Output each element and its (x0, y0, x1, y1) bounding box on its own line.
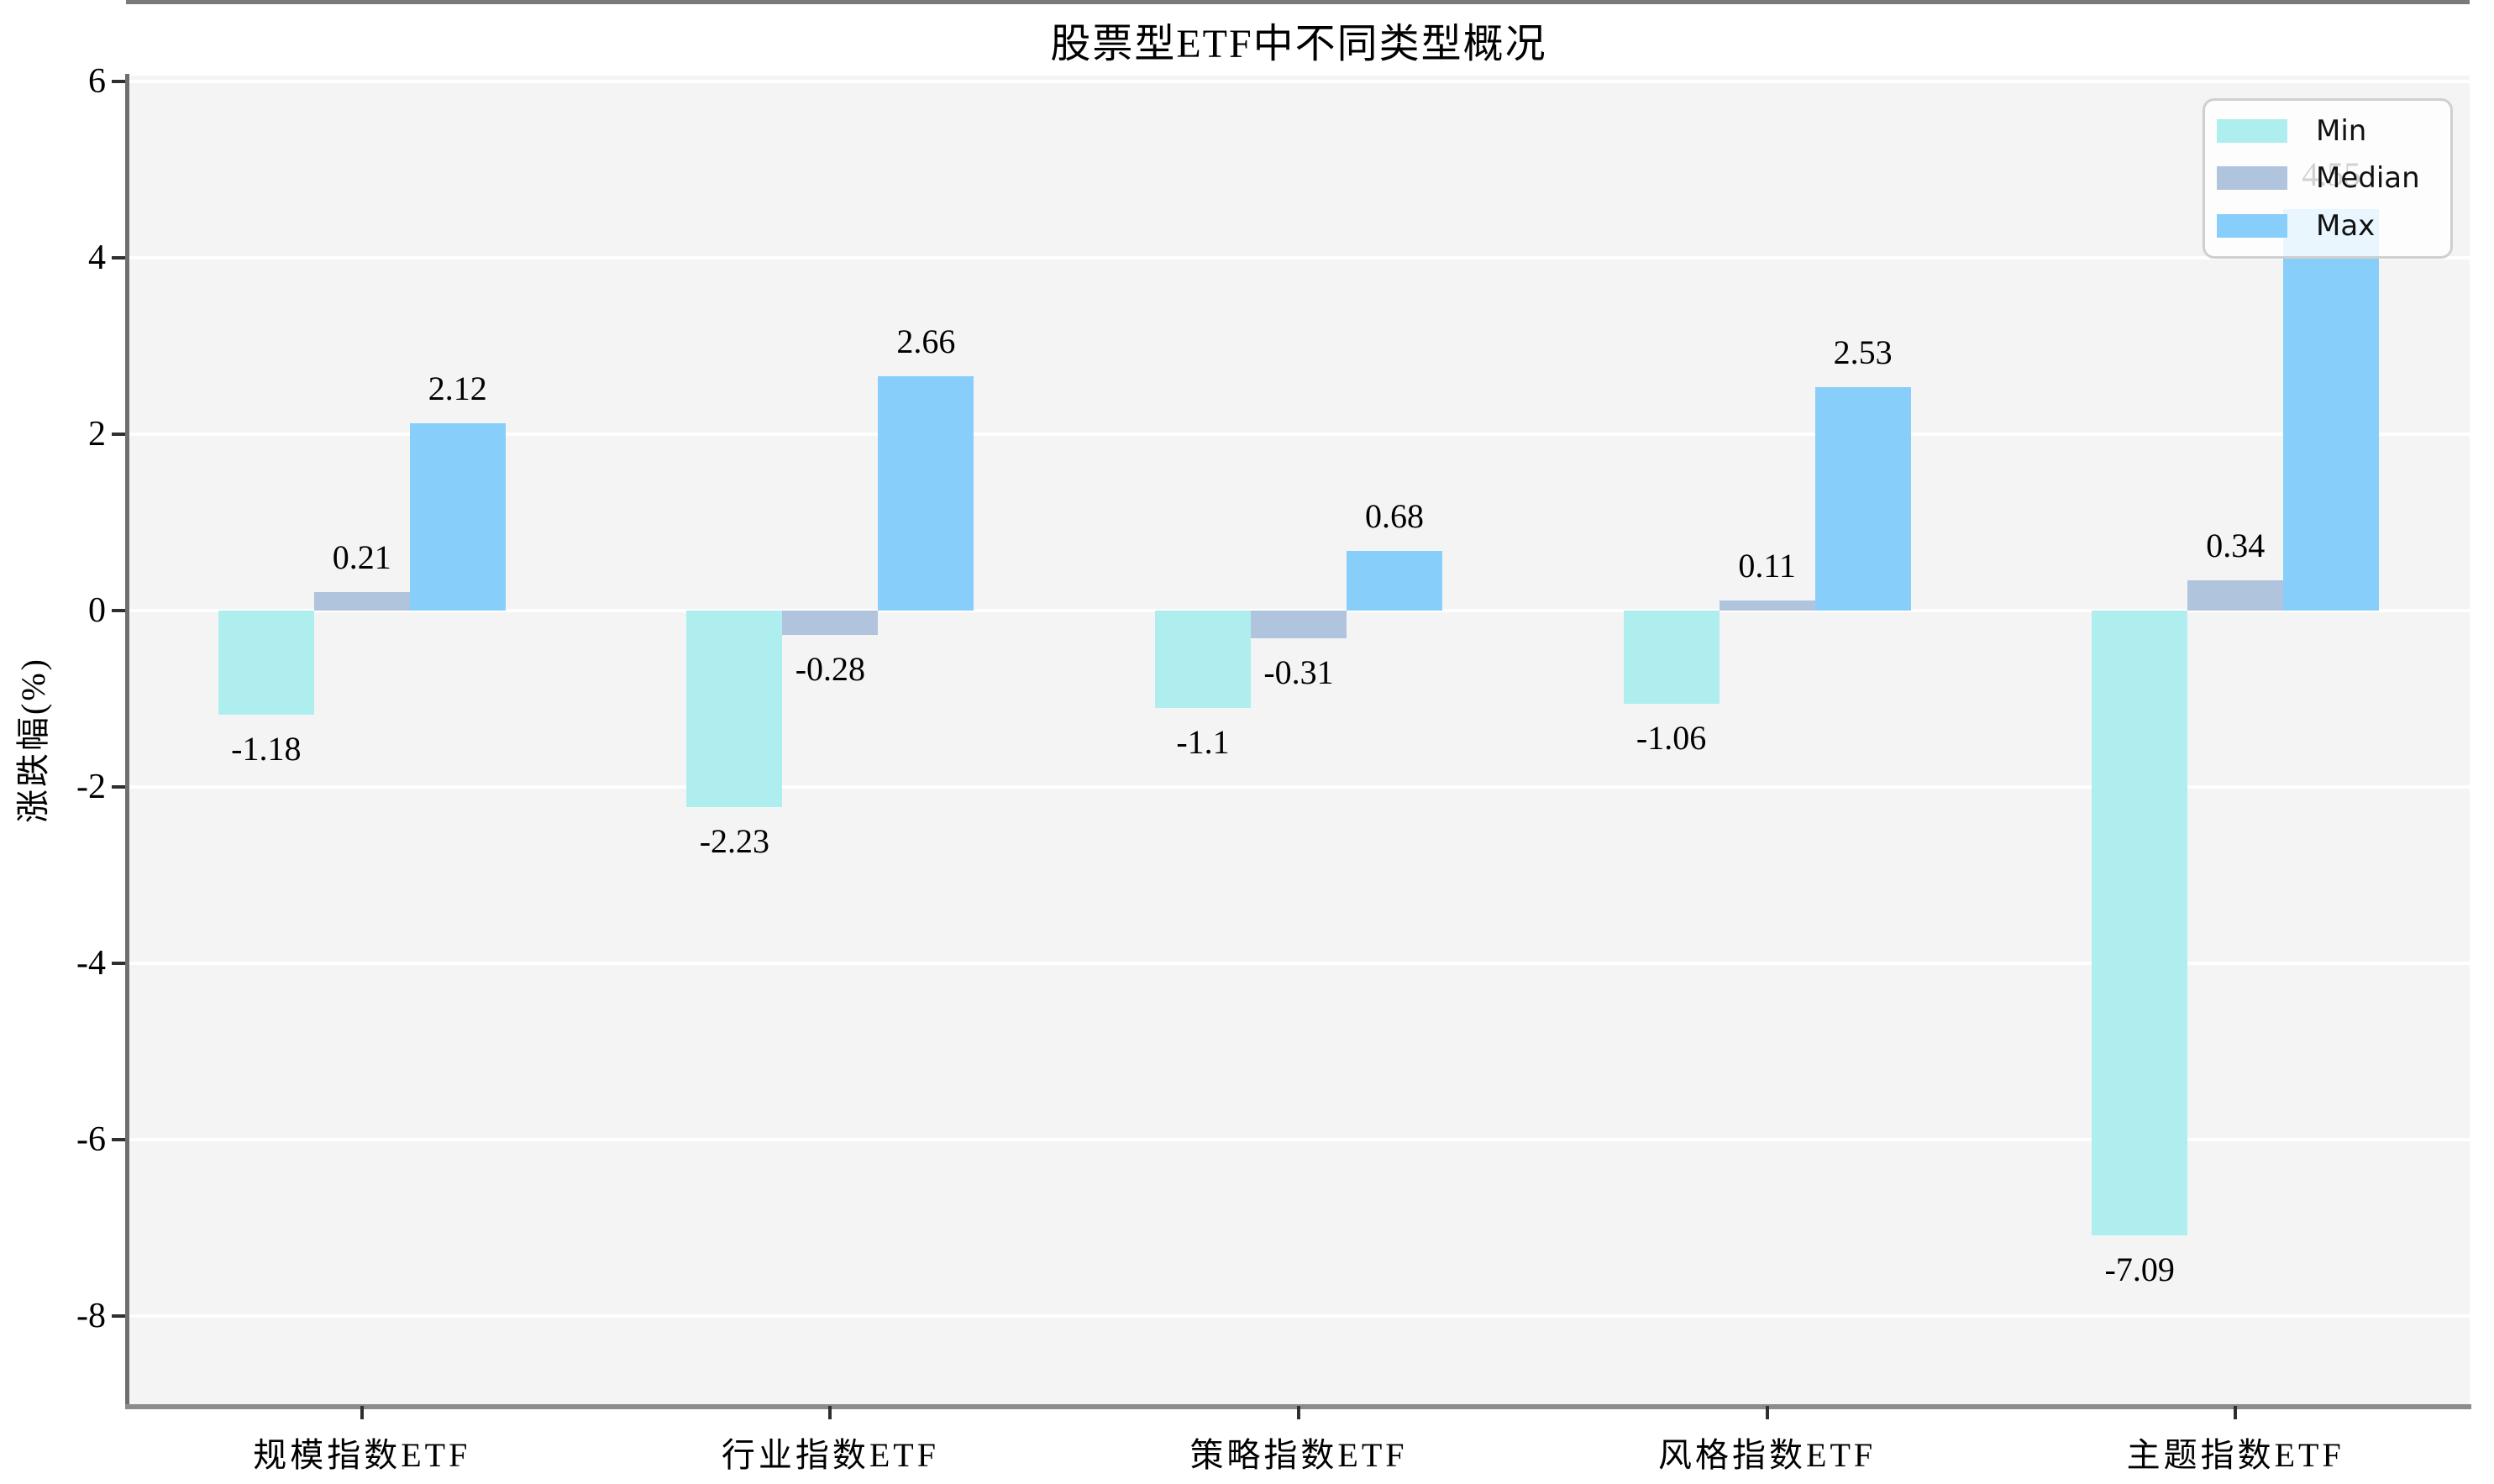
value-label-max-3: 0.68 (1365, 496, 1424, 535)
y-tick-label-0: 0 (88, 591, 106, 630)
value-label-max-1: 2.12 (428, 370, 487, 408)
value-label-min-4: -1.06 (1636, 719, 1707, 758)
chart-title: 股票型ETF中不同类型概况 (1050, 22, 1547, 66)
value-label-min-1: -1.18 (231, 729, 302, 768)
y-tick-mark--2 (112, 785, 125, 789)
x-tick-mark-3 (1297, 1406, 1300, 1419)
legend-row-median: Median (2217, 161, 2439, 195)
x-tick-label-4: 风格指数ETF (1658, 1436, 1877, 1474)
y-tick-mark-4 (112, 256, 125, 260)
x-tick-mark-4 (1765, 1406, 1769, 1419)
bar-min-2 (686, 611, 783, 808)
legend-label-max: Max (2316, 208, 2376, 243)
bar-median-1 (313, 591, 410, 611)
value-label-max-4: 2.53 (1833, 333, 1893, 372)
legend-row-min: Min (2217, 114, 2439, 148)
x-tick-label-5: 主题指数ETF (2126, 1436, 2344, 1474)
value-label-median-1: 0.21 (332, 537, 391, 576)
value-label-median-2: -0.28 (795, 650, 866, 689)
y-tick-mark--6 (112, 1138, 125, 1141)
x-tick-mark-2 (828, 1406, 832, 1419)
y-tick-mark-0 (112, 609, 125, 612)
y-tick-mark-2 (112, 433, 125, 436)
value-label-min-3: -1.1 (1176, 722, 1230, 761)
y-tick-label-4: 4 (88, 239, 106, 277)
gridline-y-6 (128, 80, 2470, 83)
y-tick-label-6: 6 (88, 62, 106, 101)
gridline-y--8 (128, 1314, 2470, 1318)
y-tick-mark--8 (112, 1314, 125, 1318)
zero-line (126, 0, 2470, 4)
value-label-median-3: -0.31 (1263, 653, 1334, 691)
gridline-y-2 (128, 433, 2470, 436)
y-tick-mark--4 (112, 962, 125, 965)
y-tick-label--2: -2 (76, 768, 106, 806)
bar-min-5 (2092, 611, 2188, 1236)
bar-max-3 (1347, 550, 1442, 611)
value-label-min-5: -7.09 (2104, 1251, 2175, 1289)
value-label-median-5: 0.34 (2206, 527, 2266, 565)
plot-area (128, 76, 2470, 1404)
bar-max-5 (2283, 209, 2380, 611)
value-label-median-4: 0.11 (1738, 547, 1796, 585)
bar-max-4 (1814, 387, 1911, 611)
legend-swatch-median (2217, 166, 2287, 191)
bar-max-2 (878, 375, 974, 611)
y-tick-label-2: 2 (88, 415, 106, 454)
gridline-y-4 (128, 256, 2470, 260)
bar-min-1 (218, 611, 314, 715)
legend-label-median: Median (2316, 161, 2420, 196)
gridline-y--6 (128, 1138, 2470, 1141)
gridline-y--4 (128, 962, 2470, 965)
x-tick-label-3: 策略指数ETF (1189, 1436, 1408, 1474)
y-tick-mark-6 (112, 80, 125, 83)
legend: Min Median Max (2203, 98, 2453, 259)
legend-label-min: Min (2316, 114, 2367, 149)
bar-median-3 (1251, 611, 1347, 638)
x-tick-label-2: 行业指数ETF (721, 1436, 939, 1474)
legend-swatch-min (2217, 119, 2287, 144)
y-tick-label--4: -4 (76, 944, 106, 983)
left-axis-spine (125, 74, 129, 1409)
value-label-max-2: 2.66 (896, 322, 956, 360)
legend-row-max: Max (2217, 209, 2439, 243)
value-label-min-2: -2.23 (699, 822, 770, 861)
bar-min-4 (1623, 611, 1720, 705)
x-tick-mark-5 (2234, 1406, 2238, 1419)
x-tick-label-1: 规模指数ETF (253, 1436, 471, 1474)
x-tick-mark-1 (360, 1406, 364, 1419)
bar-median-5 (2187, 580, 2284, 611)
y-tick-label--6: -6 (76, 1120, 106, 1159)
legend-swatch-max (2217, 213, 2287, 238)
bar-median-2 (782, 611, 879, 636)
bar-min-3 (1155, 611, 1251, 708)
bar-median-4 (1719, 600, 1815, 611)
y-tick-label--8: -8 (76, 1297, 106, 1335)
bar-max-1 (409, 423, 506, 611)
gridline-y--2 (128, 785, 2470, 789)
